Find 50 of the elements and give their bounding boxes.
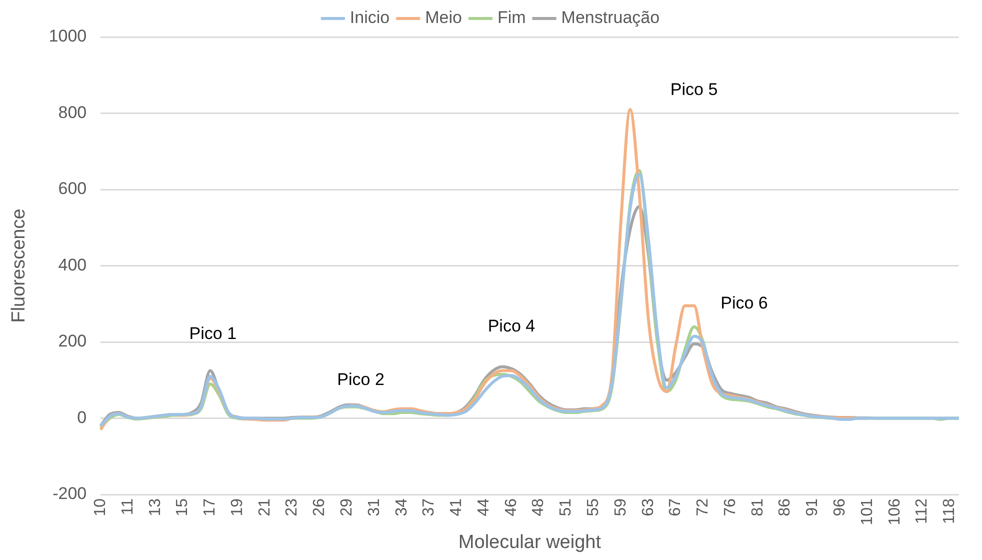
x-tick-label: 19 xyxy=(228,498,246,516)
x-tick-label: 15 xyxy=(174,498,192,516)
x-tick-label: 67 xyxy=(667,498,684,516)
x-tick-label: 13 xyxy=(146,498,164,516)
legend-label: Menstruação xyxy=(561,8,660,28)
annotation: Pico 2 xyxy=(337,370,384,389)
x-tick-label: 37 xyxy=(420,498,438,516)
y-tick-label: 200 xyxy=(58,332,87,351)
x-axis-title: Molecular weight xyxy=(458,532,602,553)
x-tick-label: 106 xyxy=(886,498,904,526)
x-tick-label: 72 xyxy=(694,498,712,516)
annotation: Pico 1 xyxy=(189,324,237,344)
x-tick-label: 101 xyxy=(858,498,876,526)
y-tick-label: 800 xyxy=(58,102,87,122)
y-tick-label: 1000 xyxy=(48,26,87,46)
annotation: Pico 5 xyxy=(670,80,718,100)
x-tick-label: 44 xyxy=(475,498,492,516)
annotation: Pico 4 xyxy=(488,316,536,336)
y-tick-label: 600 xyxy=(58,179,87,198)
x-tick-label: 48 xyxy=(530,498,548,516)
y-axis-title: Fluorescence xyxy=(8,208,30,323)
x-tick-label: 81 xyxy=(749,498,766,516)
x-tick-label: 41 xyxy=(448,498,466,516)
y-tick-label: 0 xyxy=(77,408,87,427)
x-tick-label: 51 xyxy=(558,498,575,516)
legend-label: Inicio xyxy=(350,8,390,28)
x-tick-label: 11 xyxy=(119,498,136,516)
x-tick-label: 23 xyxy=(284,498,301,516)
x-tick-label: 63 xyxy=(640,498,657,516)
x-tick-label: 91 xyxy=(804,498,822,516)
x-tick-label: 34 xyxy=(393,498,410,516)
x-tick-label: 55 xyxy=(585,498,602,516)
y-tick-label: 400 xyxy=(58,255,87,274)
x-tick-label: 96 xyxy=(832,498,849,516)
x-tick-label: 17 xyxy=(202,498,219,516)
y-tick-label: -200 xyxy=(52,484,87,504)
legend-label: Fim xyxy=(497,8,526,28)
legend-label: Meio xyxy=(425,8,462,28)
x-tick-label: 59 xyxy=(612,498,630,516)
annotation: Pico 6 xyxy=(720,294,768,313)
x-tick-label: 112 xyxy=(914,498,931,524)
x-tick-label: 76 xyxy=(722,498,739,516)
x-tick-label: 118 xyxy=(941,498,958,524)
x-tick-label: 86 xyxy=(776,498,794,516)
x-tick-label: 29 xyxy=(338,498,356,516)
x-tick-label: 10 xyxy=(92,498,110,516)
x-tick-label: 21 xyxy=(256,498,274,516)
x-tick-label: 46 xyxy=(502,498,520,516)
x-tick-label: 26 xyxy=(311,498,328,516)
x-tick-label: 31 xyxy=(366,498,383,516)
